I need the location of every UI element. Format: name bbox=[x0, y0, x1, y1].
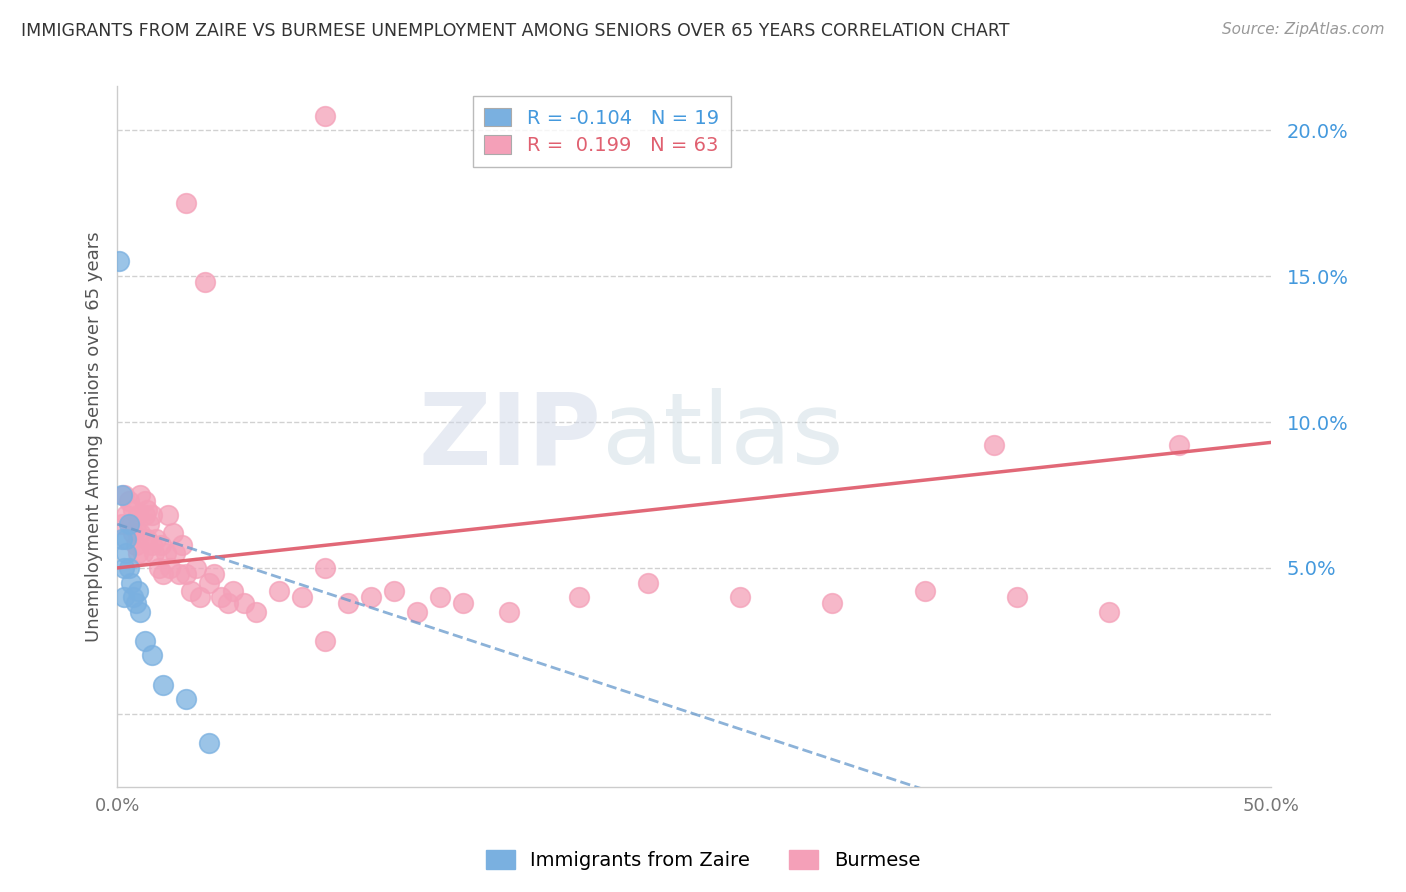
Point bbox=[202, 566, 225, 581]
Point bbox=[118, 561, 141, 575]
Point bbox=[453, 596, 475, 610]
Point bbox=[568, 590, 591, 604]
Text: IMMIGRANTS FROM ZAIRE VS BURMESE UNEMPLOYMENT AMONG SENIORS OVER 65 YEARS CORREL: IMMIGRANTS FROM ZAIRE VS BURMESE UNEMPLO… bbox=[21, 22, 1010, 40]
Point bbox=[163, 546, 186, 560]
Text: Source: ZipAtlas.com: Source: ZipAtlas.com bbox=[1222, 22, 1385, 37]
Point bbox=[637, 575, 659, 590]
Point bbox=[152, 678, 174, 692]
Point bbox=[198, 736, 221, 750]
Point bbox=[134, 634, 156, 648]
Point bbox=[115, 532, 138, 546]
Point bbox=[382, 584, 405, 599]
Point bbox=[127, 546, 149, 560]
Point bbox=[728, 590, 751, 604]
Point bbox=[124, 538, 146, 552]
Point bbox=[152, 566, 174, 581]
Point bbox=[360, 590, 382, 604]
Point bbox=[217, 596, 239, 610]
Point bbox=[314, 634, 336, 648]
Point bbox=[1167, 438, 1189, 452]
Point bbox=[141, 648, 163, 663]
Point bbox=[170, 538, 193, 552]
Point bbox=[129, 525, 152, 540]
Point bbox=[127, 508, 149, 523]
Point bbox=[118, 493, 141, 508]
Point bbox=[111, 532, 134, 546]
Point bbox=[176, 692, 198, 706]
Point bbox=[233, 596, 256, 610]
Point bbox=[122, 590, 145, 604]
Point bbox=[221, 584, 243, 599]
Point bbox=[124, 523, 146, 537]
Point bbox=[1005, 590, 1028, 604]
Point bbox=[138, 517, 160, 532]
Point bbox=[159, 561, 181, 575]
Point bbox=[180, 584, 202, 599]
Point bbox=[406, 605, 429, 619]
Point bbox=[115, 546, 138, 560]
Point bbox=[209, 590, 232, 604]
Point bbox=[145, 532, 167, 546]
Point bbox=[111, 488, 134, 502]
Point bbox=[176, 566, 198, 581]
Text: ZIP: ZIP bbox=[419, 388, 602, 485]
Point bbox=[267, 584, 290, 599]
Point bbox=[245, 605, 267, 619]
Point bbox=[118, 517, 141, 532]
Point bbox=[291, 590, 314, 604]
Point bbox=[127, 584, 149, 599]
Point bbox=[150, 538, 173, 552]
Point bbox=[983, 438, 1005, 452]
Point bbox=[176, 196, 198, 211]
Point bbox=[122, 525, 145, 540]
Point bbox=[184, 561, 207, 575]
Point bbox=[131, 546, 153, 560]
Point bbox=[821, 596, 844, 610]
Point bbox=[124, 596, 146, 610]
Point bbox=[336, 596, 359, 610]
Point bbox=[498, 605, 520, 619]
Point bbox=[1098, 605, 1121, 619]
Point bbox=[136, 532, 159, 546]
Text: atlas: atlas bbox=[602, 388, 844, 485]
Point bbox=[198, 575, 221, 590]
Point bbox=[143, 546, 166, 560]
Point bbox=[112, 561, 135, 575]
Point bbox=[129, 605, 152, 619]
Point bbox=[155, 546, 177, 560]
Point bbox=[120, 575, 142, 590]
Legend: R = -0.104   N = 19, R =  0.199   N = 63: R = -0.104 N = 19, R = 0.199 N = 63 bbox=[472, 96, 731, 167]
Point bbox=[188, 590, 211, 604]
Y-axis label: Unemployment Among Seniors over 65 years: Unemployment Among Seniors over 65 years bbox=[86, 231, 103, 642]
Point bbox=[314, 109, 336, 123]
Point bbox=[314, 561, 336, 575]
Point bbox=[914, 584, 936, 599]
Point bbox=[194, 275, 217, 289]
Point bbox=[156, 508, 179, 523]
Point bbox=[141, 538, 163, 552]
Point bbox=[429, 590, 451, 604]
Point bbox=[169, 566, 191, 581]
Legend: Immigrants from Zaire, Burmese: Immigrants from Zaire, Burmese bbox=[478, 842, 928, 878]
Point bbox=[134, 493, 156, 508]
Point bbox=[134, 508, 156, 523]
Point bbox=[148, 561, 170, 575]
Point bbox=[162, 525, 184, 540]
Point bbox=[111, 517, 134, 532]
Point bbox=[112, 590, 135, 604]
Point bbox=[122, 502, 145, 516]
Point bbox=[112, 488, 135, 502]
Point bbox=[141, 508, 163, 523]
Point bbox=[108, 254, 131, 268]
Point bbox=[115, 508, 138, 523]
Point bbox=[136, 502, 159, 516]
Point bbox=[129, 488, 152, 502]
Point bbox=[120, 517, 142, 532]
